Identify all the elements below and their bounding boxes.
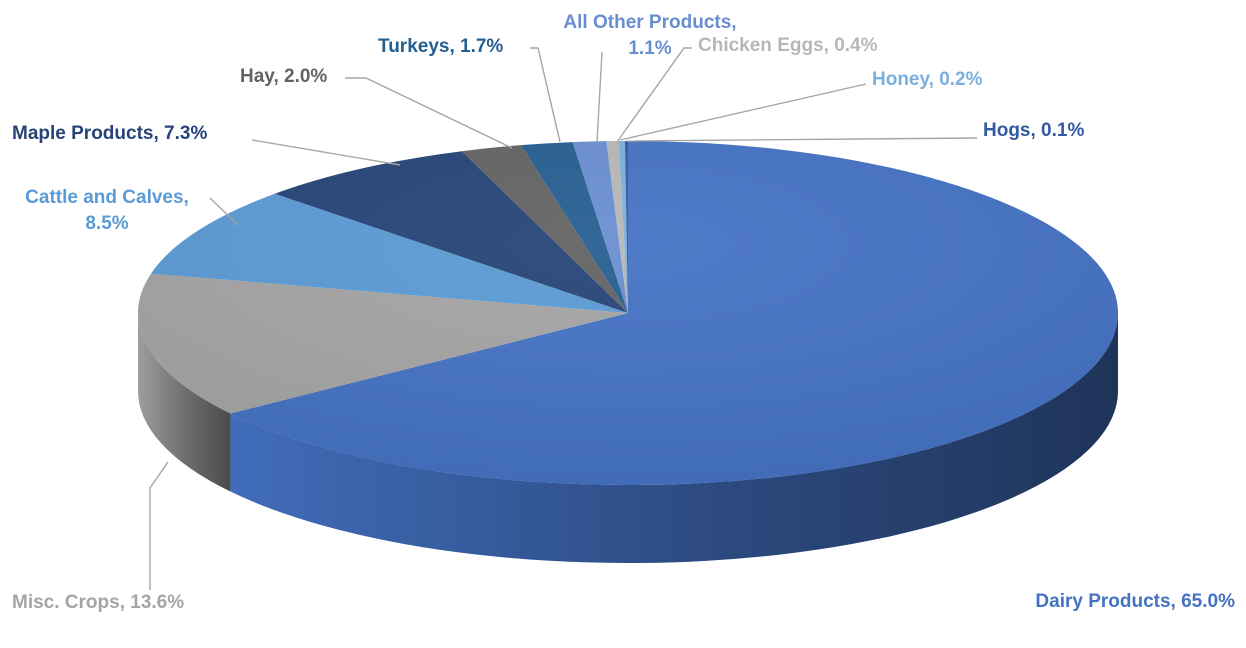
data-label-line: 1.1% bbox=[628, 38, 671, 59]
leader-line-chicken-eggs bbox=[616, 47, 692, 143]
leader-line-all-other-products bbox=[596, 51, 603, 143]
leader-line-turkeys bbox=[530, 47, 561, 143]
data-label-misc-crops: Misc. Crops, 13.6% bbox=[12, 592, 184, 613]
data-label-honey: Honey, 0.2% bbox=[872, 69, 983, 90]
data-label-line: Hogs, 0.1% bbox=[983, 120, 1084, 141]
pie-top-layer bbox=[138, 141, 1118, 485]
pie-side-layer bbox=[138, 313, 1118, 563]
data-label-line: Maple Products, 7.3% bbox=[12, 123, 207, 144]
data-label-cattle-and-calves: Cattle and Calves, 8.5% bbox=[25, 187, 189, 234]
data-label-line: Dairy Products, 65.0% bbox=[1035, 591, 1235, 612]
data-label-line: Cattle and Calves, bbox=[25, 187, 189, 208]
data-label-hogs: Hogs, 0.1% bbox=[983, 120, 1084, 141]
data-label-dairy-products: Dairy Products, 65.0% bbox=[1035, 591, 1235, 612]
data-label-line: 8.5% bbox=[85, 213, 128, 234]
leader-line-honey bbox=[619, 83, 867, 141]
leader-line-cattle-and-calves bbox=[209, 197, 239, 226]
leader-line-hay bbox=[345, 77, 513, 149]
pie-top-sheen bbox=[138, 141, 1118, 485]
leader-lines bbox=[149, 47, 978, 590]
data-labels: Dairy Products, 65.0% Misc. Crops, 13.6% C… bbox=[12, 12, 1235, 613]
data-label-line: Turkeys, 1.7% bbox=[378, 36, 503, 57]
data-label-all-other-products: All Other Products, 1.1% bbox=[563, 12, 736, 59]
pie-side-shade-dairy-products bbox=[230, 313, 1118, 563]
pie-side-shade-misc-crops bbox=[138, 313, 231, 492]
data-label-chicken-eggs: Chicken Eggs, 0.4% bbox=[698, 35, 878, 56]
leader-line-misc-crops bbox=[149, 461, 169, 590]
data-label-hay: Hay, 2.0% bbox=[240, 66, 327, 87]
leader-line-hogs bbox=[625, 137, 978, 142]
data-label-line: Chicken Eggs, 0.4% bbox=[698, 35, 878, 56]
data-label-line: Misc. Crops, 13.6% bbox=[12, 592, 184, 613]
data-label-maple-products: Maple Products, 7.3% bbox=[12, 123, 207, 144]
data-label-turkeys: Turkeys, 1.7% bbox=[378, 36, 503, 57]
data-label-line: Honey, 0.2% bbox=[872, 69, 983, 90]
data-label-line: All Other Products, bbox=[563, 12, 736, 33]
leader-line-maple-products bbox=[251, 139, 401, 166]
data-label-line: Hay, 2.0% bbox=[240, 66, 327, 87]
